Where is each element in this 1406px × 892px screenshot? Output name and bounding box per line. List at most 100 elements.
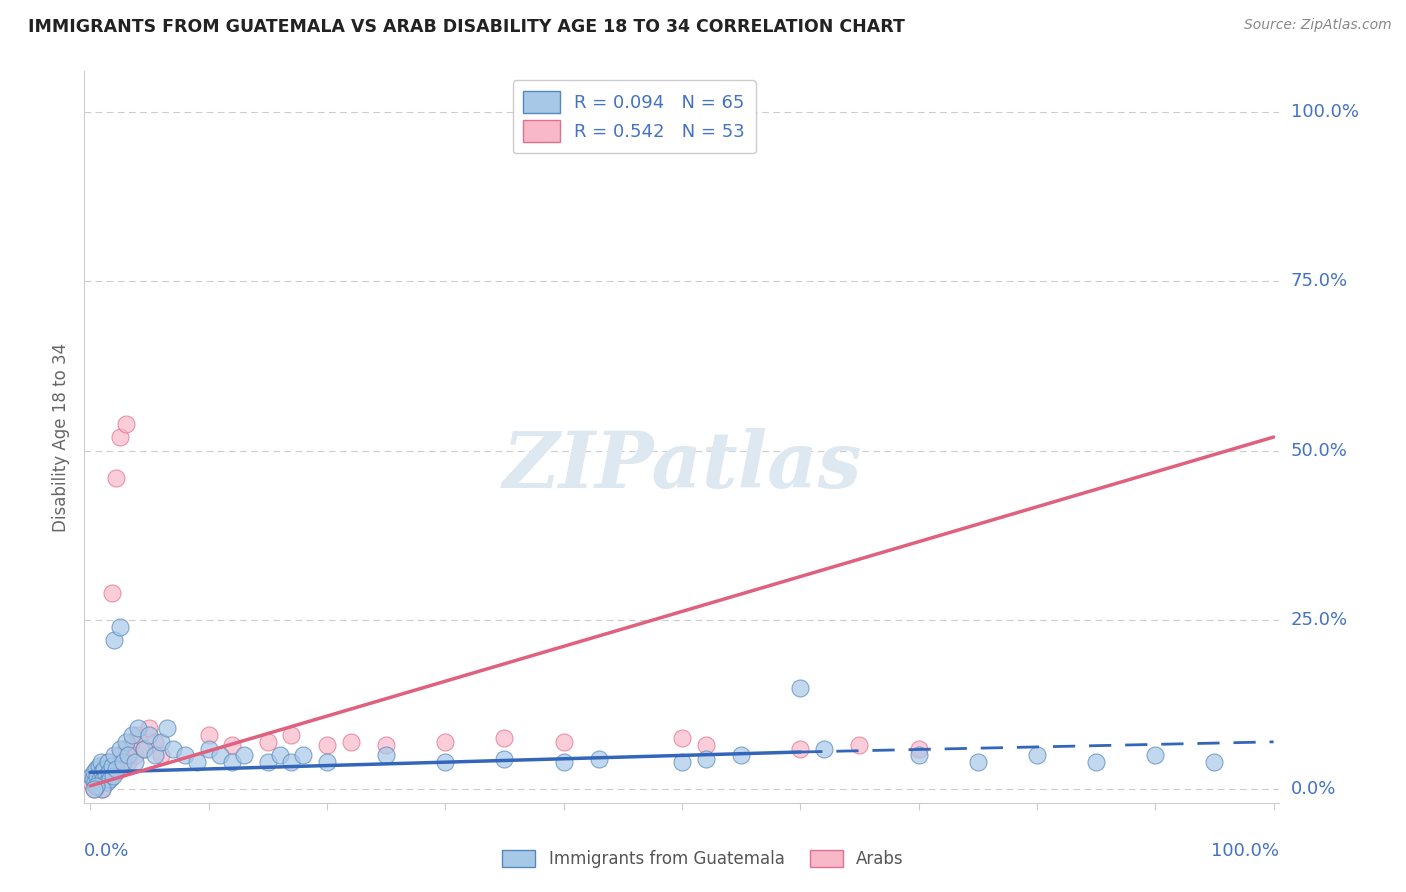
Point — [105, 765, 128, 780]
Point — [86, 769, 108, 783]
Point — [84, 775, 107, 789]
Point — [375, 748, 398, 763]
Point — [101, 769, 124, 783]
Point — [84, 779, 107, 793]
Point — [280, 755, 302, 769]
Point — [494, 752, 516, 766]
Text: ZIPatlas: ZIPatlas — [502, 428, 862, 505]
Point — [588, 752, 610, 766]
Point — [269, 748, 291, 763]
Point — [143, 748, 166, 763]
Point — [156, 721, 179, 735]
Point — [121, 728, 143, 742]
Point — [87, 758, 110, 772]
Point — [93, 772, 115, 786]
Point — [221, 738, 243, 752]
Point — [103, 633, 125, 648]
Y-axis label: Disability Age 18 to 34: Disability Age 18 to 34 — [52, 343, 70, 532]
Point — [112, 755, 135, 769]
Point — [94, 769, 117, 783]
Point — [316, 755, 339, 769]
Point — [256, 755, 278, 769]
Point — [1025, 748, 1047, 763]
Point — [89, 772, 111, 786]
Point — [1085, 755, 1108, 769]
Point — [83, 782, 105, 797]
Text: 0.0%: 0.0% — [1291, 780, 1336, 798]
Point — [103, 755, 125, 769]
Point — [100, 762, 122, 776]
Text: 100.0%: 100.0% — [1212, 842, 1279, 860]
Point — [100, 772, 122, 786]
Point — [80, 775, 103, 789]
Point — [96, 775, 118, 789]
Point — [197, 741, 219, 756]
Point — [138, 721, 160, 735]
Point — [966, 755, 988, 769]
Point — [695, 752, 717, 766]
Point — [84, 762, 107, 776]
Point — [233, 748, 256, 763]
Point — [434, 735, 457, 749]
Point — [280, 728, 302, 742]
Text: 50.0%: 50.0% — [1291, 442, 1347, 459]
Point — [83, 782, 105, 797]
Point — [90, 755, 112, 769]
Point — [84, 765, 107, 780]
Text: Source: ZipAtlas.com: Source: ZipAtlas.com — [1244, 18, 1392, 32]
Point — [127, 721, 149, 735]
Point — [114, 741, 136, 756]
Point — [143, 735, 166, 749]
Point — [1144, 748, 1167, 763]
Point — [553, 735, 575, 749]
Point — [117, 755, 139, 769]
Point — [93, 762, 115, 776]
Point — [132, 741, 155, 756]
Point — [82, 772, 104, 786]
Point — [174, 748, 197, 763]
Point — [83, 765, 105, 780]
Point — [197, 728, 219, 742]
Point — [150, 748, 173, 763]
Legend: Immigrants from Guatemala, Arabs: Immigrants from Guatemala, Arabs — [495, 843, 911, 875]
Point — [138, 728, 160, 742]
Text: 100.0%: 100.0% — [1291, 103, 1358, 121]
Point — [91, 782, 114, 797]
Point — [83, 772, 105, 786]
Point — [94, 762, 117, 776]
Point — [789, 681, 811, 695]
Point — [209, 748, 232, 763]
Point — [105, 762, 128, 776]
Point — [91, 758, 114, 772]
Text: 0.0%: 0.0% — [84, 842, 129, 860]
Point — [84, 775, 107, 789]
Point — [848, 738, 870, 752]
Point — [494, 731, 516, 746]
Point — [112, 758, 135, 772]
Point — [375, 738, 398, 752]
Point — [124, 755, 146, 769]
Point — [96, 765, 118, 780]
Point — [98, 765, 121, 780]
Point — [1204, 755, 1226, 769]
Point — [186, 755, 208, 769]
Point — [86, 769, 108, 783]
Point — [121, 735, 143, 749]
Point — [80, 769, 103, 783]
Point — [117, 748, 139, 763]
Point — [132, 741, 155, 756]
Text: 75.0%: 75.0% — [1291, 272, 1348, 290]
Point — [695, 738, 717, 752]
Point — [105, 471, 128, 485]
Point — [339, 735, 361, 749]
Point — [256, 735, 278, 749]
Point — [907, 748, 929, 763]
Point — [108, 430, 131, 444]
Point — [108, 620, 131, 634]
Point — [89, 772, 111, 786]
Point — [813, 741, 835, 756]
Point — [100, 758, 122, 772]
Point — [100, 586, 122, 600]
Point — [730, 748, 752, 763]
Point — [97, 755, 120, 769]
